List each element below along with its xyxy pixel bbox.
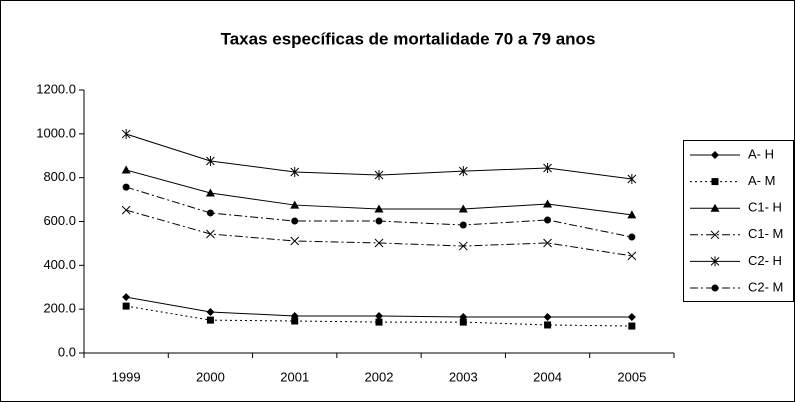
marker: [627, 251, 637, 261]
marker: [206, 156, 215, 167]
marker: [458, 241, 468, 251]
y-tick-label: 600.0: [43, 213, 76, 228]
marker: [291, 217, 299, 225]
marker: [374, 204, 384, 213]
legend-label: A- H: [748, 146, 774, 161]
marker: [710, 203, 720, 212]
x-tick-label: 2005: [617, 369, 646, 384]
marker: [543, 238, 552, 248]
y-tick-label: 1200.0: [36, 81, 76, 96]
y-tick-label: 800.0: [43, 169, 76, 184]
marker: [543, 199, 553, 208]
marker: [627, 173, 637, 184]
marker: [374, 238, 384, 248]
marker: [375, 311, 383, 320]
marker: [544, 216, 552, 224]
marker: [628, 233, 636, 241]
marker: [205, 188, 215, 197]
y-tick-label: 400.0: [43, 257, 76, 272]
chart-title: Taxas específicas de mortalidade 70 a 79…: [221, 29, 596, 48]
marker: [710, 256, 720, 267]
marker: [290, 236, 300, 246]
marker: [544, 321, 552, 329]
legend-label: C1- H: [748, 200, 782, 215]
x-tick-label: 2000: [196, 369, 225, 384]
legend-label: A- M: [748, 173, 775, 188]
marker: [121, 129, 131, 140]
marker: [711, 151, 719, 159]
marker: [122, 183, 130, 191]
marker: [206, 209, 214, 217]
marker: [627, 313, 636, 322]
marker: [374, 170, 384, 181]
marker: [628, 322, 636, 330]
y-tick-label: 200.0: [43, 301, 76, 316]
marker: [543, 163, 552, 174]
marker: [291, 317, 299, 325]
legend-box: [683, 140, 794, 302]
marker: [710, 230, 720, 240]
marker: [375, 318, 383, 326]
x-tick-label: 2003: [449, 369, 478, 384]
marker: [458, 166, 468, 177]
legend-label: C2- M: [748, 279, 783, 294]
marker: [121, 205, 131, 215]
marker: [122, 302, 130, 310]
marker: [711, 178, 719, 186]
legend-label: C2- H: [748, 253, 782, 268]
marker: [627, 210, 637, 219]
marker: [711, 284, 719, 292]
marker: [459, 318, 467, 326]
marker: [459, 221, 467, 229]
y-tick-label: 0.0: [58, 344, 76, 359]
legend-label: C1- M: [748, 226, 783, 241]
x-tick-label: 2001: [280, 369, 309, 384]
marker: [290, 200, 300, 209]
marker: [206, 308, 215, 317]
marker: [206, 316, 214, 324]
marker: [458, 204, 468, 213]
y-tick-label: 1000.0: [36, 125, 76, 140]
marker: [375, 217, 383, 225]
marker: [206, 229, 215, 239]
marker: [543, 313, 552, 322]
x-tick-label: 2002: [365, 369, 394, 384]
x-tick-label: 2004: [533, 369, 562, 384]
x-tick-label: 1999: [112, 369, 141, 384]
marker: [122, 293, 131, 302]
marker: [121, 165, 131, 174]
marker: [290, 166, 300, 177]
